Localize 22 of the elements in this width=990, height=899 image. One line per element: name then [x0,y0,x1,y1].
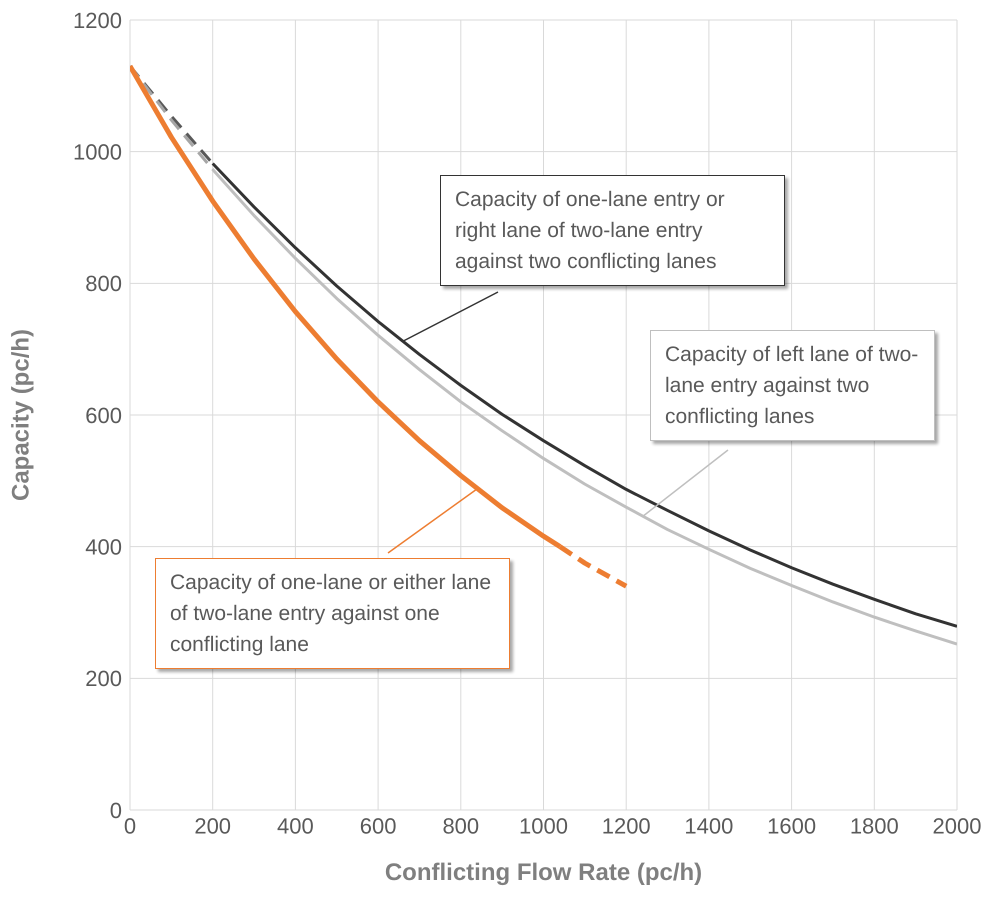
x-axis-title: Conflicting Flow Rate (pc/h) [384,859,702,886]
y-tick-label: 1200 [73,8,122,33]
callout-box: Capacity of one-lane or either lane of two-lane entry against one conflicting lane [155,558,510,669]
callout-box: Capacity of one-lane entry or right lane of two-lane entry against two conflicting lanes [440,175,785,286]
x-tick-label: 1000 [519,814,568,839]
y-tick-label: 1000 [73,139,122,164]
x-tick-label: 1800 [850,814,899,839]
x-tick-label: 1600 [767,814,816,839]
x-tick-label: 800 [442,814,480,839]
callout-box: Capacity of left lane of two-lane entry against two conflicting lanes [650,330,935,441]
y-tick-label: 0 [110,798,122,823]
x-tick-label: 400 [277,814,314,839]
x-tick-label: 600 [360,814,396,839]
x-tick-label: 1200 [602,814,651,839]
y-tick-label: 200 [85,666,122,692]
x-tick-label: 200 [194,814,232,839]
y-tick-label: 400 [85,534,122,560]
x-tick-label: 1400 [684,814,734,839]
y-axis-title: Capacity (pc/h) [8,328,35,502]
y-tick-label: 800 [85,271,122,296]
x-tick-label: 2000 [932,814,982,839]
y-tick-label: 600 [85,402,122,428]
